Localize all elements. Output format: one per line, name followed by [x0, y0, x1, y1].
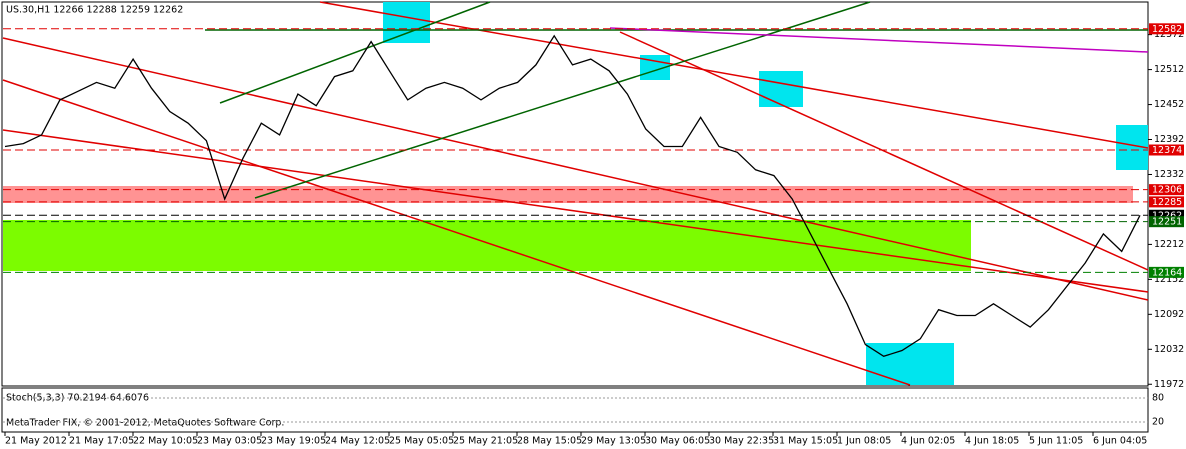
trend-line [619, 31, 1149, 271]
y-tick-label: 12152 [1154, 274, 1184, 285]
y-tick-label: 12572 [1154, 29, 1184, 40]
x-tick-label: 28 May 15:05 [517, 436, 582, 447]
y-tick-label: 12452 [1154, 99, 1184, 110]
level-box [1149, 144, 1184, 156]
y-tick-label: 12512 [1154, 64, 1184, 75]
trend-lines [2, 1, 1149, 386]
level-box [1149, 216, 1184, 228]
y-tick-label: 11972 [1154, 379, 1184, 390]
x-tick-label: 1 Jun 08:05 [837, 436, 891, 447]
highlight-box [383, 2, 430, 43]
x-tick-label: 23 May 03:05 [197, 436, 262, 447]
trend-line [319, 1, 1149, 149]
indicator-label: Stoch(5,3,3) 70.2194 64.6076 [6, 393, 149, 404]
resistance-zone [3, 186, 1133, 203]
x-tick-label: 4 Jun 18:05 [965, 436, 1019, 447]
price-line [4, 34, 1141, 358]
highlight-box [759, 71, 803, 107]
x-tick-label: 6 Jun 04:05 [1093, 436, 1147, 447]
level-label: 12251 [1152, 217, 1182, 228]
x-tick-label: 22 May 10:05 [133, 436, 198, 447]
level-label: 12306 [1152, 185, 1182, 196]
footer: MetaTrader FIX, © 2001-2012, MetaQuotes … [6, 418, 284, 429]
x-tick-label: 31 May 15:05 [773, 436, 838, 447]
y-tick-label: 12392 [1154, 134, 1184, 145]
level-label: 12582 [1152, 24, 1182, 35]
indicator-frame [1, 387, 1149, 433]
x-tick-label: 29 May 13:05 [581, 436, 646, 447]
x-tick-label: 30 May 06:05 [645, 436, 710, 447]
y-tick-label: 12212 [1154, 239, 1184, 250]
x-tick-label: 25 May 05:05 [389, 436, 454, 447]
level-box [1149, 266, 1184, 278]
trend-line [2, 129, 1149, 293]
y-tick-label: 12092 [1154, 309, 1184, 320]
trend-line [219, 1, 491, 104]
stoch-tick-label: 20 [1152, 417, 1164, 428]
level-box [1149, 209, 1184, 221]
level-box [1149, 184, 1184, 196]
x-tick-label: 24 May 12:05 [325, 436, 390, 447]
level-box [1149, 196, 1184, 208]
y-tick-label: 12332 [1154, 169, 1184, 180]
trend-line [2, 79, 911, 386]
level-label: 12262 [1152, 210, 1182, 221]
x-tick-label: 4 Jun 02:05 [901, 436, 955, 447]
y-tick-label: 12032 [1154, 344, 1184, 355]
support-zone [3, 220, 971, 271]
trend-line [2, 37, 1149, 301]
level-box [1149, 23, 1184, 35]
x-tick-label: 23 May 19:05 [261, 436, 326, 447]
x-tick-label: 30 May 22:35 [709, 436, 774, 447]
x-tick-label: 25 May 21:05 [453, 436, 518, 447]
highlight-box [866, 343, 954, 385]
stoch-tick-label: 80 [1152, 393, 1164, 404]
x-tick-label: 21 May 17:05 [69, 436, 134, 447]
x-tick-label: 21 May 2012 [5, 436, 67, 447]
chart-title: US.30,H1 12266 12288 12259 12262 [6, 5, 183, 16]
trend-line [609, 27, 1149, 53]
level-label: 12374 [1152, 145, 1182, 156]
level-label: 12285 [1152, 197, 1182, 208]
level-label: 12164 [1152, 267, 1182, 278]
x-tick-label: 5 Jun 11:05 [1029, 436, 1083, 447]
